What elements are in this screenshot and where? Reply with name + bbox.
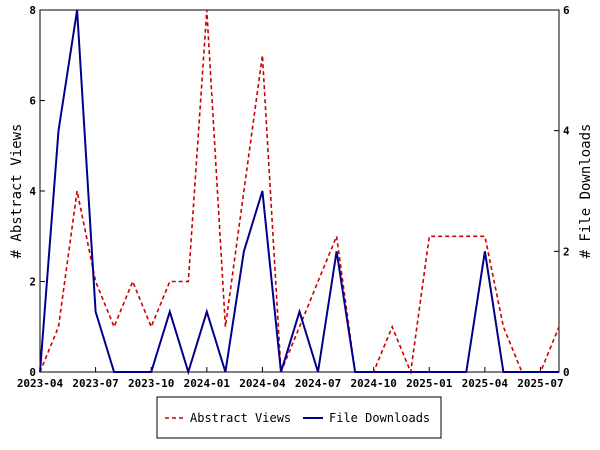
x-tick-label: 2024-04: [239, 377, 286, 390]
y-right-tick-label: 0: [563, 366, 570, 379]
y-right-axis-label: # File Downloads: [578, 124, 594, 259]
series-line-file-downloads: [39, 9, 559, 376]
y-left-axis-label: # Abstract Views: [9, 124, 25, 259]
y-right-tick-label: 4: [563, 125, 570, 138]
legend-label-abstract-views: Abstract Views: [190, 411, 291, 425]
legend-label-file-downloads: File Downloads: [329, 411, 430, 425]
y-left-tick-label: 8: [29, 4, 36, 17]
y-right-tick-label: 2: [563, 245, 570, 258]
y-left-tick-label: 0: [29, 366, 36, 379]
y-right-tick-label: 6: [563, 4, 570, 17]
x-tick-label: 2025-07: [517, 377, 563, 390]
x-tick-label: 2025-01: [406, 377, 453, 390]
series-line-abstract-views: [39, 9, 560, 376]
series-layer: [39, 9, 560, 376]
x-tick-label: 2023-04: [17, 377, 64, 390]
legend: Abstract Views File Downloads: [156, 396, 442, 439]
x-tick-label: 2023-10: [128, 377, 174, 390]
x-tick-label: 2025-04: [462, 377, 509, 390]
legend-box: [156, 396, 442, 439]
y-left-tick-label: 4: [29, 185, 36, 198]
y-left-tick-label: 2: [29, 276, 36, 289]
x-tick-label: 2024-07: [295, 377, 341, 390]
x-tick-label: 2023-07: [72, 377, 118, 390]
y-left-tick-label: 6: [29, 95, 36, 108]
x-tick-label: 2024-01: [184, 377, 231, 390]
x-axis: 2023-04 2023-07 2023-10 2024-01 2024-04 2024-…: [17, 367, 564, 390]
x-tick-label: 2024-10: [350, 377, 396, 390]
